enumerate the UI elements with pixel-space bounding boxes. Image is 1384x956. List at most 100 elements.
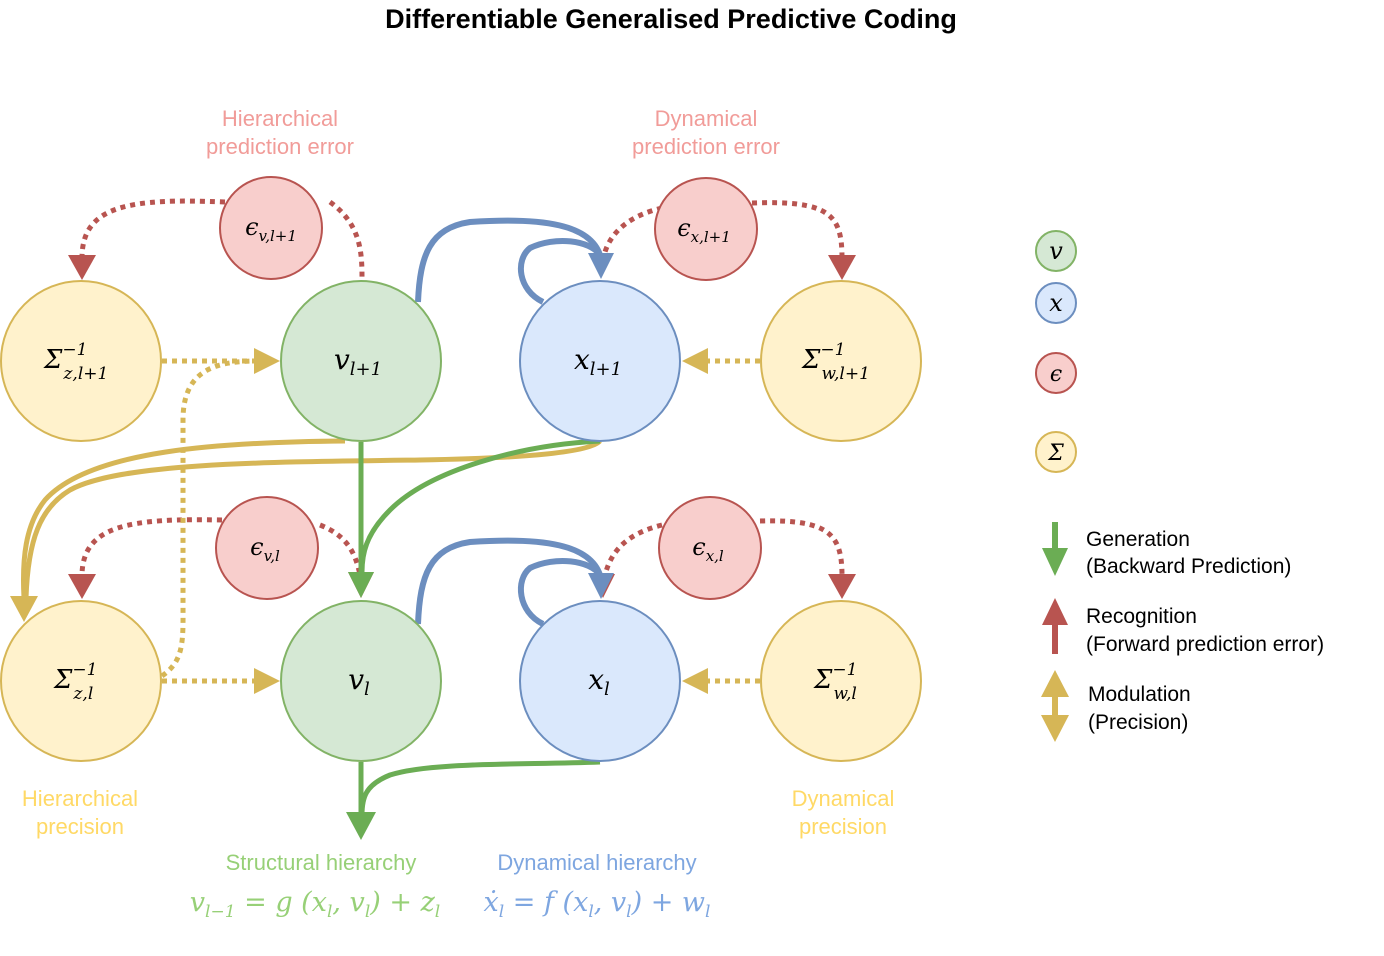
hierarchical-error-label-line2: prediction error (206, 134, 354, 159)
edge-vbot-to-xbot (415, 537, 603, 625)
svg-text:Σ−1z,l: Σ−1 z,l (53, 660, 97, 704)
legend-symbol: x (1049, 289, 1063, 317)
legend-generation-line1: Generation (1086, 528, 1190, 551)
eq-part: ) + z (369, 887, 435, 918)
node-label: v (334, 343, 350, 376)
node-v-top: vl+1 (280, 280, 442, 442)
node-ex-bot: ϵx,l (658, 496, 762, 600)
node-v-bot: vl (280, 600, 442, 762)
svg-text:vl: vl (348, 663, 370, 700)
svg-text:ϵx,l: ϵx,l (692, 533, 724, 565)
structural-equation: vl−1 = g (xl, vl) + zl (190, 887, 440, 922)
node-ev-top: ϵv,l+1 (219, 176, 323, 280)
svg-text:xl+1: xl+1 (574, 343, 622, 380)
node-label: ϵ (245, 213, 258, 241)
edge-ex-top-to-sw-top (751, 200, 845, 259)
node-sub: v,l+1 (259, 227, 297, 245)
edge-ev-top-to-sz-top (79, 198, 226, 259)
eq-sub: l−1 (205, 902, 236, 922)
eq-sub: l (327, 902, 332, 922)
legend-recognition-line2: (Forward prediction error) (1086, 633, 1324, 656)
edge-sz-bot-to-vtop (160, 358, 259, 679)
legend-symbol: Σ (1047, 441, 1064, 466)
node-sz-top: Σ−1 z,l+1 (0, 280, 162, 442)
node-sup: −1 (820, 340, 845, 360)
edge-xtop-to-vbot (359, 438, 601, 573)
arrowhead-yellow-xtop (682, 348, 708, 374)
svg-text:vl+1: vl+1 (334, 343, 382, 380)
node-ev-bot: ϵv,l (215, 496, 319, 600)
arrow-updown-yellow-icon (1041, 670, 1069, 742)
edge-ex-bot-to-sw-bot (759, 518, 845, 577)
node-label: Σ (53, 665, 73, 695)
edge-ev-bot-to-vbot (319, 522, 363, 576)
node-sub: z,l+1 (62, 364, 108, 384)
edge-ev-top-to-vtop (328, 199, 365, 281)
dynamical-precision-label-line1: Dynamical (792, 786, 895, 811)
legend-modulation-line1: Modulation (1088, 683, 1191, 706)
node-label: v (348, 663, 364, 696)
eq-part: = g (x (236, 887, 327, 918)
node-label: x (588, 663, 604, 696)
legend-generation-line2: (Backward Prediction) (1086, 555, 1291, 578)
node-sup: −1 (832, 660, 857, 680)
eq-sub: l (435, 902, 440, 922)
node-sub: v,l (264, 547, 280, 565)
eq-sub: l (365, 902, 370, 922)
node-sub: w,l (833, 684, 856, 704)
node-x-bot: xl (519, 600, 681, 762)
eq-part: = f (x (504, 887, 588, 918)
node-ex-top: ϵx,l+1 (654, 177, 758, 281)
eq-part: v (190, 887, 205, 918)
node-label: ϵ (677, 214, 690, 242)
edge-xtop-to-sz-bot (23, 439, 602, 599)
node-sw-top: Σ−1 w,l+1 (760, 280, 922, 442)
svg-text:Σ−1z,l+1: Σ−1 z,l+1 (43, 340, 108, 384)
eq-part: , v (594, 887, 626, 918)
node-label: Σ (43, 345, 63, 375)
svg-text:ϵv,l+1: ϵv,l+1 (245, 213, 297, 245)
arrowhead-red-sw-bot (828, 574, 856, 599)
svg-text:Σ−1w,l: Σ−1 w,l (813, 660, 857, 704)
arrowhead-blue-xbot (588, 573, 614, 599)
eq-sub: l (499, 902, 504, 922)
node-sz-bot: Σ−1 z,l (0, 600, 162, 762)
arrowhead-yellow-xbot (682, 668, 708, 694)
node-sub: w,l+1 (821, 364, 869, 384)
legend: v x ϵ Σ Generation (Backward Prediction)… (1035, 230, 1324, 742)
arrowhead-blue-xtop (588, 253, 614, 279)
node-label: Σ (801, 345, 821, 375)
edge-xbot-to-output (359, 759, 601, 816)
arrowhead-red-sz-bot (68, 574, 96, 599)
node-label: Σ (813, 665, 833, 695)
legend-symbol: ϵ (1050, 362, 1062, 387)
legend-symbol: v (1049, 237, 1063, 265)
dynamical-equation: ẋl = f (xl, vl) + wl (484, 887, 711, 922)
dynamical-hierarchy-label: Dynamical hierarchy (497, 850, 696, 875)
node-sub: l+1 (590, 359, 622, 380)
svg-text:xl: xl (588, 663, 610, 700)
edge-ex-top-to-xtop (602, 205, 663, 253)
legend-node-v: v (1035, 230, 1077, 272)
hierarchical-precision-label-line2: precision (36, 814, 124, 839)
node-sub: l (604, 679, 610, 700)
arrowhead-yellow-sz-bot (10, 596, 38, 622)
node-label: ϵ (692, 533, 705, 561)
node-label: ϵ (250, 533, 263, 561)
legend-node-x: x (1035, 282, 1077, 324)
legend-node-sigma: Σ (1035, 431, 1077, 473)
svg-text:Σ−1w,l+1: Σ−1 w,l+1 (801, 340, 870, 384)
edge-xtop-self-loop (518, 238, 603, 305)
node-sub: l+1 (350, 359, 382, 380)
eq-sub: l (626, 902, 631, 922)
hierarchical-error-label-line1: Hierarchical (222, 106, 338, 131)
edge-xbot-self-loop (518, 558, 603, 627)
node-sub: x,l (706, 547, 724, 565)
node-sup: −1 (72, 660, 97, 680)
svg-text:ϵx,l+1: ϵx,l+1 (677, 214, 731, 246)
node-sup: −1 (62, 340, 87, 360)
eq-part: , v (332, 887, 364, 918)
arrowhead-red-sw-top (828, 255, 856, 280)
diagram-title: Differentiable Generalised Predictive Co… (385, 4, 957, 34)
